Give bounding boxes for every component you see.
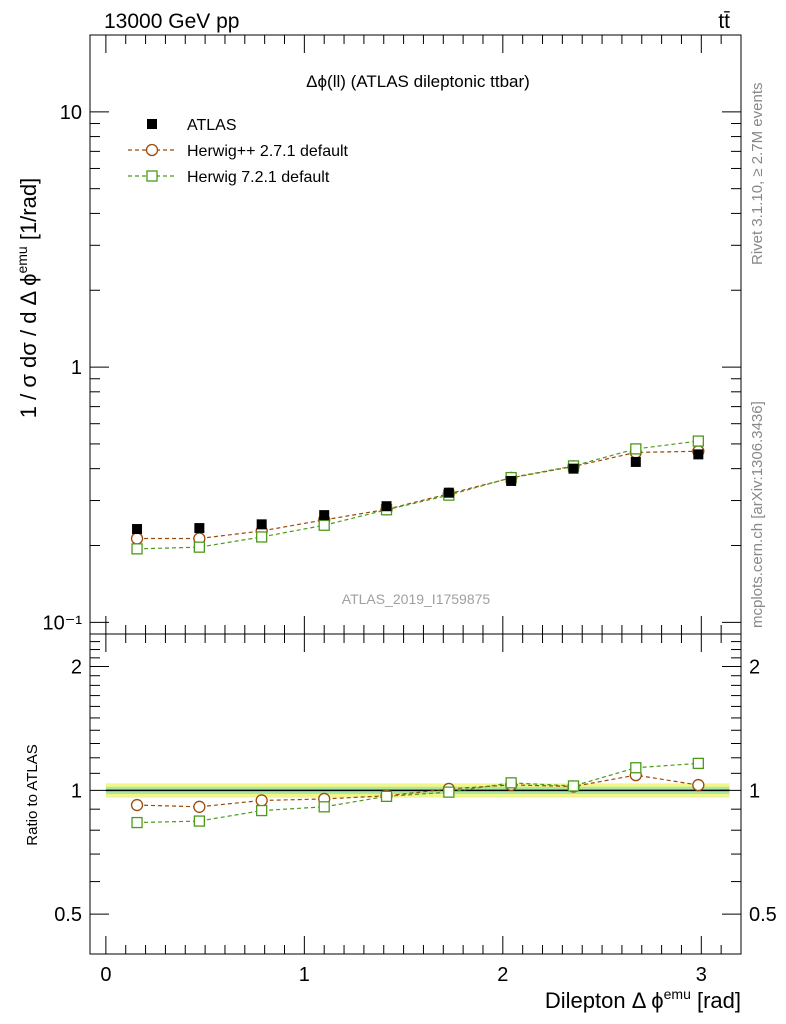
- x-tick-label: 0: [100, 964, 111, 986]
- main-data-point: [193, 541, 206, 553]
- y-label-part-1: 1 / σ dσ / d Δ ϕ: [16, 274, 41, 419]
- ratio-data-point: [692, 757, 704, 770]
- main-data-point: [506, 475, 517, 486]
- main-data-point: [318, 519, 330, 531]
- main-data-point: [568, 463, 579, 474]
- ratio-plot-panel: 0.5 0.5 1 1 2 2 0 1 2 3: [54, 633, 777, 986]
- y-label-part-2: [1/rad]: [16, 178, 41, 246]
- main-data-point: [630, 456, 641, 467]
- ratio-data-point: [630, 762, 642, 774]
- main-data-point: [130, 532, 144, 545]
- ratio-y-axis-label: Ratio to ATLAS: [24, 744, 41, 845]
- legend-marker: [146, 170, 158, 182]
- ratio-y-tick-label: 2: [71, 657, 82, 679]
- y-label-superscript: emu: [14, 246, 30, 273]
- ratio-data-point: [193, 800, 206, 813]
- main-data-point: [131, 543, 143, 555]
- x-label-superscript: emu: [664, 986, 691, 1002]
- energy-label: 13000 GeV pp: [104, 10, 239, 33]
- main-y-axis-label: 1 / σ dσ / d Δ ϕemu [1/rad]: [14, 178, 41, 418]
- legend-label: Herwig++ 2.7.1 default: [187, 143, 349, 160]
- ratio-data-point: [255, 794, 268, 807]
- ratio-y-tick-label-right: 2: [749, 657, 760, 679]
- x-tick-label: 2: [497, 964, 508, 986]
- rivet-version-label: Rivet 3.1.10, ≥ 2.7M events: [749, 83, 766, 266]
- main-series-line: [137, 450, 699, 540]
- x-axis-label: Dilepton Δ ϕemu [rad]: [545, 986, 741, 1013]
- main-y-tick-label: 10⁻¹: [43, 612, 83, 634]
- main-series-group: [130, 435, 705, 555]
- process-label: tt̄: [718, 10, 730, 33]
- main-data-point: [693, 449, 704, 460]
- x-tick-label: 3: [696, 964, 707, 986]
- ratio-series-line: [137, 774, 699, 808]
- ratio-axis-ticks: 0.5 0.5 1 1 2 2 0 1 2 3: [54, 634, 777, 986]
- main-data-point: [256, 531, 268, 543]
- ratio-data-point: [443, 786, 455, 798]
- legend-label: ATLAS: [187, 117, 237, 134]
- ratio-y-tick-label-right: 1: [749, 780, 760, 802]
- x-label-part-2: [rad]: [691, 988, 741, 1013]
- main-data-point: [132, 524, 143, 535]
- main-data-point: [630, 443, 642, 455]
- main-data-point: [381, 501, 392, 512]
- ratio-data-point: [193, 815, 206, 827]
- main-data-point: [443, 487, 454, 498]
- main-y-tick-label: 1: [71, 357, 82, 379]
- ratio-data-point: [256, 804, 268, 817]
- ratio-data-point: [130, 798, 144, 812]
- ratio-series-line: [137, 762, 699, 824]
- x-tick-label: 1: [299, 964, 310, 986]
- main-data-point: [692, 435, 704, 447]
- ratio-data-point: [318, 801, 330, 813]
- main-y-tick-label: 10: [60, 102, 82, 124]
- ratio-series-group: [130, 757, 705, 829]
- watermark-label: ATLAS_2019_I1759875: [342, 591, 491, 607]
- main-data-point: [194, 523, 205, 534]
- ratio-data-point: [131, 816, 143, 829]
- mcplots-label: mcplots.cern.ch [arXiv:1306.3436]: [749, 401, 766, 628]
- ratio-plot-frame: [89, 633, 742, 955]
- ratio-data-point: [505, 777, 517, 789]
- ratio-y-tick-label: 0.5: [54, 904, 82, 926]
- main-data-point: [319, 510, 330, 521]
- legend-marker: [147, 119, 157, 129]
- main-axis-ticks: 10⁻¹ 1 10: [43, 34, 742, 634]
- main-data-point: [256, 519, 267, 530]
- legend-label: Herwig 7.2.1 default: [187, 169, 330, 186]
- legend-marker: [145, 143, 159, 157]
- main-chart-title: Δϕ(ll) (ATLAS dileptonic ttbar): [306, 72, 530, 91]
- ratio-y-tick-label: 1: [71, 780, 82, 802]
- ratio-y-tick-label-right: 0.5: [749, 904, 777, 926]
- ratio-data-point: [567, 780, 580, 792]
- ratio-data-point: [692, 778, 705, 792]
- x-label-part-1: Dilepton Δ ϕ: [545, 988, 664, 1013]
- main-series-line: [137, 440, 699, 550]
- ratio-data-point: [380, 790, 393, 802]
- legend: ATLAS Herwig++ 2.7.1 default Herwig 7.2.1 …: [128, 117, 349, 186]
